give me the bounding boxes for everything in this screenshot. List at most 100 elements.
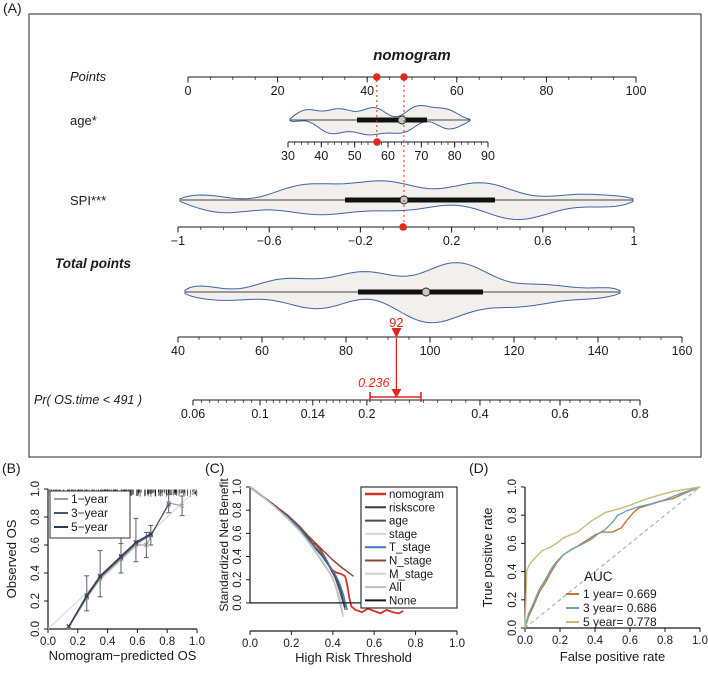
svg-text:0.6: 0.6 (30, 537, 42, 553)
svg-text:0: 0 (185, 84, 192, 98)
svg-text:nomogram: nomogram (389, 489, 444, 501)
svg-text:T_stage: T_stage (389, 542, 431, 554)
panel-c-label: (C) (205, 460, 225, 476)
svg-text:0.8: 0.8 (631, 407, 648, 421)
nomogram-panel: nomogram Points 0 20 40 60 80 100 age* 30 40 50 60 70… (28, 13, 702, 458)
svg-text:0.0: 0.0 (507, 620, 519, 636)
svg-text:0.8: 0.8 (507, 507, 519, 523)
panel-b-label: (B) (2, 460, 21, 476)
svg-text:0.0: 0.0 (30, 621, 42, 637)
svg-text:Pr( OS.time < 491 ): Pr( OS.time < 491 ) (34, 393, 142, 407)
svg-text:80: 80 (448, 149, 462, 163)
svg-text:0.6: 0.6 (507, 535, 519, 551)
svg-text:0.0: 0.0 (40, 636, 56, 648)
svg-text:0.4: 0.4 (100, 636, 117, 648)
svg-text:70: 70 (414, 149, 428, 163)
svg-text:−0.6: −0.6 (257, 234, 282, 248)
svg-text:60: 60 (255, 344, 269, 358)
dca-series-N_stage (249, 486, 354, 577)
roc-panel: 0.0 0.2 0.4 0.6 0.8 1.0 0.0 0.2 0.4 0.6 0.8 1.0 Fals… (480, 479, 708, 664)
svg-text:40: 40 (171, 344, 185, 358)
panel-d-label: (D) (469, 460, 489, 476)
svg-text:92: 92 (389, 315, 403, 330)
svg-text:age*: age* (70, 113, 97, 128)
svg-text:0.6: 0.6 (534, 234, 551, 248)
svg-text:1.0: 1.0 (189, 636, 205, 648)
svg-text:0.2: 0.2 (283, 638, 299, 650)
svg-text:High Risk Threshold: High Risk Threshold (295, 650, 412, 665)
svg-text:80: 80 (339, 344, 353, 358)
svg-text:0.8: 0.8 (408, 638, 424, 650)
svg-text:age: age (389, 516, 408, 528)
svg-text:1 year= 0.669: 1 year= 0.669 (583, 587, 657, 601)
svg-text:Total points: Total points (55, 256, 131, 271)
svg-text:riskscore: riskscore (389, 502, 435, 514)
svg-text:60: 60 (450, 84, 464, 98)
svg-text:1.0: 1.0 (692, 635, 708, 647)
svg-text:0.8: 0.8 (232, 502, 244, 518)
svg-text:SPI***: SPI*** (70, 193, 106, 208)
dca-series-stage (249, 486, 342, 604)
svg-text:0.6: 0.6 (232, 525, 244, 541)
svg-text:0.236: 0.236 (358, 376, 389, 390)
svg-text:1.0: 1.0 (449, 638, 465, 650)
svg-text:0.06: 0.06 (181, 407, 205, 421)
svg-text:140: 140 (588, 344, 609, 358)
svg-text:160: 160 (672, 344, 693, 358)
svg-text:100: 100 (420, 344, 441, 358)
svg-text:80: 80 (539, 84, 553, 98)
svg-text:40: 40 (314, 149, 328, 163)
svg-text:100: 100 (626, 84, 647, 98)
svg-text:None: None (389, 595, 417, 607)
svg-text:N_stage: N_stage (389, 556, 432, 568)
svg-text:−1: −1 (171, 234, 185, 248)
svg-text:5 year= 0.778: 5 year= 0.778 (583, 615, 657, 629)
svg-text:Standardized Net Benefit: Standardized Net Benefit (217, 478, 231, 612)
svg-text:30: 30 (281, 149, 295, 163)
svg-text:0.4: 0.4 (232, 548, 244, 565)
svg-text:True positive rate: True positive rate (480, 508, 495, 608)
svg-text:Points: Points (70, 69, 107, 84)
svg-text:1−year: 1−year (71, 492, 108, 506)
svg-text:3 year= 0.686: 3 year= 0.686 (583, 601, 657, 615)
dca-series-M_stage (249, 486, 344, 615)
svg-text:0.2: 0.2 (507, 592, 519, 608)
svg-text:0.8: 0.8 (159, 636, 175, 648)
svg-text:0.2: 0.2 (552, 635, 568, 647)
svg-text:0.0: 0.0 (517, 635, 533, 647)
svg-text:0.0: 0.0 (242, 638, 258, 650)
calibration-panel: 0.0 0.2 0.4 0.6 0.8 1.00.00.20.40.60.81.0Nomo… (4, 481, 205, 663)
calibration-series-5−year (66, 531, 154, 629)
svg-text:5−year: 5−year (71, 520, 108, 534)
roc-curve-5 year= 0.778 (524, 486, 701, 629)
dca-panel: 0.0 0.2 0.4 0.6 0.8 1.0 0.0 0.2 0.4 0.6 0.8 1.0 High… (217, 478, 465, 665)
svg-text:0.4: 0.4 (471, 407, 488, 421)
svg-text:0.2: 0.2 (232, 572, 244, 588)
svg-text:AUC: AUC (584, 569, 613, 584)
svg-text:0.6: 0.6 (551, 407, 568, 421)
svg-text:3−year: 3−year (71, 506, 108, 520)
svg-text:0.6: 0.6 (366, 638, 382, 650)
svg-text:1.0: 1.0 (30, 481, 42, 497)
panel-a-label: (A) (3, 0, 22, 16)
svg-text:Observed OS: Observed OS (4, 519, 19, 598)
svg-text:0.14: 0.14 (301, 407, 325, 421)
svg-text:0.0: 0.0 (232, 595, 244, 611)
svg-text:120: 120 (504, 344, 525, 358)
svg-text:0.2: 0.2 (70, 636, 86, 648)
svg-text:−0.2: −0.2 (348, 234, 373, 248)
svg-text:nomogram: nomogram (373, 47, 451, 64)
svg-text:0.4: 0.4 (30, 564, 42, 581)
svg-text:0.2: 0.2 (30, 593, 42, 609)
svg-text:False positive rate: False positive rate (560, 649, 666, 664)
svg-text:0.4: 0.4 (587, 635, 604, 647)
svg-text:Nomogram−predicted OS: Nomogram−predicted OS (49, 648, 197, 663)
svg-text:40: 40 (360, 84, 374, 98)
svg-text:1.0: 1.0 (507, 479, 519, 495)
svg-text:1: 1 (631, 234, 638, 248)
